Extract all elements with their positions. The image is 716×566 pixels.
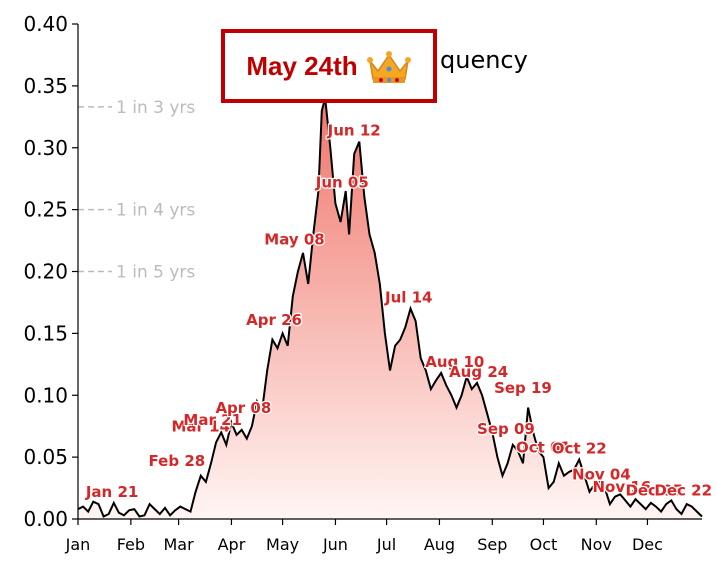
frequency-line <box>77 98 703 518</box>
x-tick-label-9: Oct <box>530 535 558 554</box>
annotation-12: Sep 09 <box>477 420 535 438</box>
x-tick-label-7: Aug <box>424 535 455 554</box>
annotation-8: Jun 12 <box>327 122 381 140</box>
y-tick-label-2: 0.10 <box>23 383 68 407</box>
y-tick-label-6: 0.30 <box>23 136 68 160</box>
annotation-4: Apr 08 <box>215 399 271 417</box>
peak-callout: May 24th <box>221 29 437 103</box>
annotation-9: Jul 14 <box>384 289 433 307</box>
x-tick-label-0: Jan <box>65 535 91 554</box>
annotation-17: Nov 16 <box>593 478 652 496</box>
annotation-2: Mar 14 <box>171 417 230 435</box>
y-tick-label-5: 0.25 <box>23 198 68 222</box>
reference-label-2: 1 in 5 yrs <box>116 263 195 283</box>
annotation-11: Aug 24 <box>449 363 508 381</box>
peak-callout-label: May 24th <box>246 50 358 81</box>
x-tick-label-2: Mar <box>163 535 194 554</box>
annotation-15: Oct 22 <box>552 440 607 458</box>
x-tick-label-5: Jun <box>322 535 348 554</box>
y-tick-label-1: 0.05 <box>23 445 68 469</box>
annotation-1: Feb 28 <box>149 452 206 470</box>
x-tick-label-11: Dec <box>632 535 663 554</box>
annotation-16: Nov 04 <box>572 466 631 484</box>
x-tick-label-10: Nov <box>581 535 612 554</box>
y-tick-label-0: 0.00 <box>23 507 68 531</box>
crown-icon <box>366 51 411 83</box>
x-tick-label-1: Feb <box>117 535 145 554</box>
x-tick-label-4: May <box>266 535 299 554</box>
x-tick-label-3: Apr <box>218 535 246 554</box>
reference-lines: 1 in 3 yrs 1 in 4 yrs 1 in 5 yrs <box>78 98 195 283</box>
x-tick-label-8: Sep <box>477 535 507 554</box>
annotation-0: Jan 21 <box>85 483 138 501</box>
y-tick-label-8: 0.40 <box>23 12 68 36</box>
annotation-7: Jun 05 <box>315 174 369 192</box>
annotation-3: Mar 21 <box>183 411 242 429</box>
reference-label-1: 1 in 4 yrs <box>116 201 195 221</box>
y-tick-label-7: 0.35 <box>23 74 68 98</box>
frequency-area <box>78 98 702 520</box>
annotation-14: Oct 01 <box>516 438 571 456</box>
annotation-19: Dec 22 <box>654 482 712 500</box>
annotation-10: Aug 10 <box>425 353 484 371</box>
annotation-6: May 08 <box>264 230 324 248</box>
axes: 0.00 0.05 0.10 0.15 0.20 0.25 0.30 0.35 0.40 Jan F… <box>23 12 702 554</box>
annotation-18: Dec 05 <box>625 482 683 500</box>
annotation-5: Apr 26 <box>246 311 302 329</box>
reference-label-0: 1 in 3 yrs <box>116 98 195 118</box>
chart-title: quency <box>440 46 528 74</box>
x-tick-label-6: Jul <box>376 535 396 554</box>
y-tick-label-4: 0.20 <box>23 260 68 284</box>
annotation-13: Sep 19 <box>494 379 552 397</box>
y-tick-label-3: 0.15 <box>23 321 68 345</box>
